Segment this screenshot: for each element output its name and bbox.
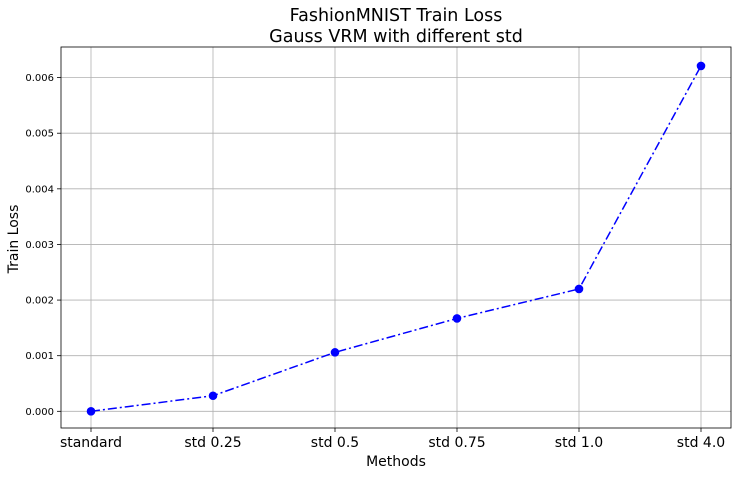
y-tick-label: 0.006 [25, 73, 54, 84]
x-axis-label: Methods [366, 454, 426, 470]
chart-subtitle: Gauss VRM with different std [269, 27, 523, 47]
plot-frame [60, 46, 732, 429]
series [86, 61, 706, 416]
y-tick-label: 0.001 [25, 351, 54, 362]
y-tick-label: 0.002 [25, 296, 54, 307]
axes [60, 46, 732, 429]
series-line [90, 65, 702, 413]
grid [61, 47, 731, 428]
data-point [86, 407, 96, 416]
data-point [208, 391, 218, 401]
x-tick-label: standard [60, 435, 122, 451]
y-tick-label: 0.005 [25, 129, 54, 140]
data-point [696, 61, 706, 71]
y-axis-label: Train Loss [6, 205, 22, 275]
data-point [574, 284, 584, 294]
x-tick-label: std 0.5 [311, 435, 359, 451]
y-tick-label: 0.003 [25, 240, 54, 251]
chart-title: FashionMNIST Train Loss [290, 6, 503, 26]
x-tick-label: std 4.0 [677, 435, 725, 451]
x-tick-label: std 0.75 [428, 435, 485, 451]
y-tick-label: 0.004 [25, 184, 54, 195]
data-point [452, 314, 462, 323]
ticks: 0.000 0.001 0.002 0.003 0.004 0.005 0.006 stand… [25, 73, 725, 451]
x-tick-label: std 0.25 [184, 435, 241, 451]
y-tick-label: 0.000 [25, 407, 54, 418]
x-tick-label: std 1.0 [555, 435, 603, 451]
data-point [330, 348, 340, 357]
